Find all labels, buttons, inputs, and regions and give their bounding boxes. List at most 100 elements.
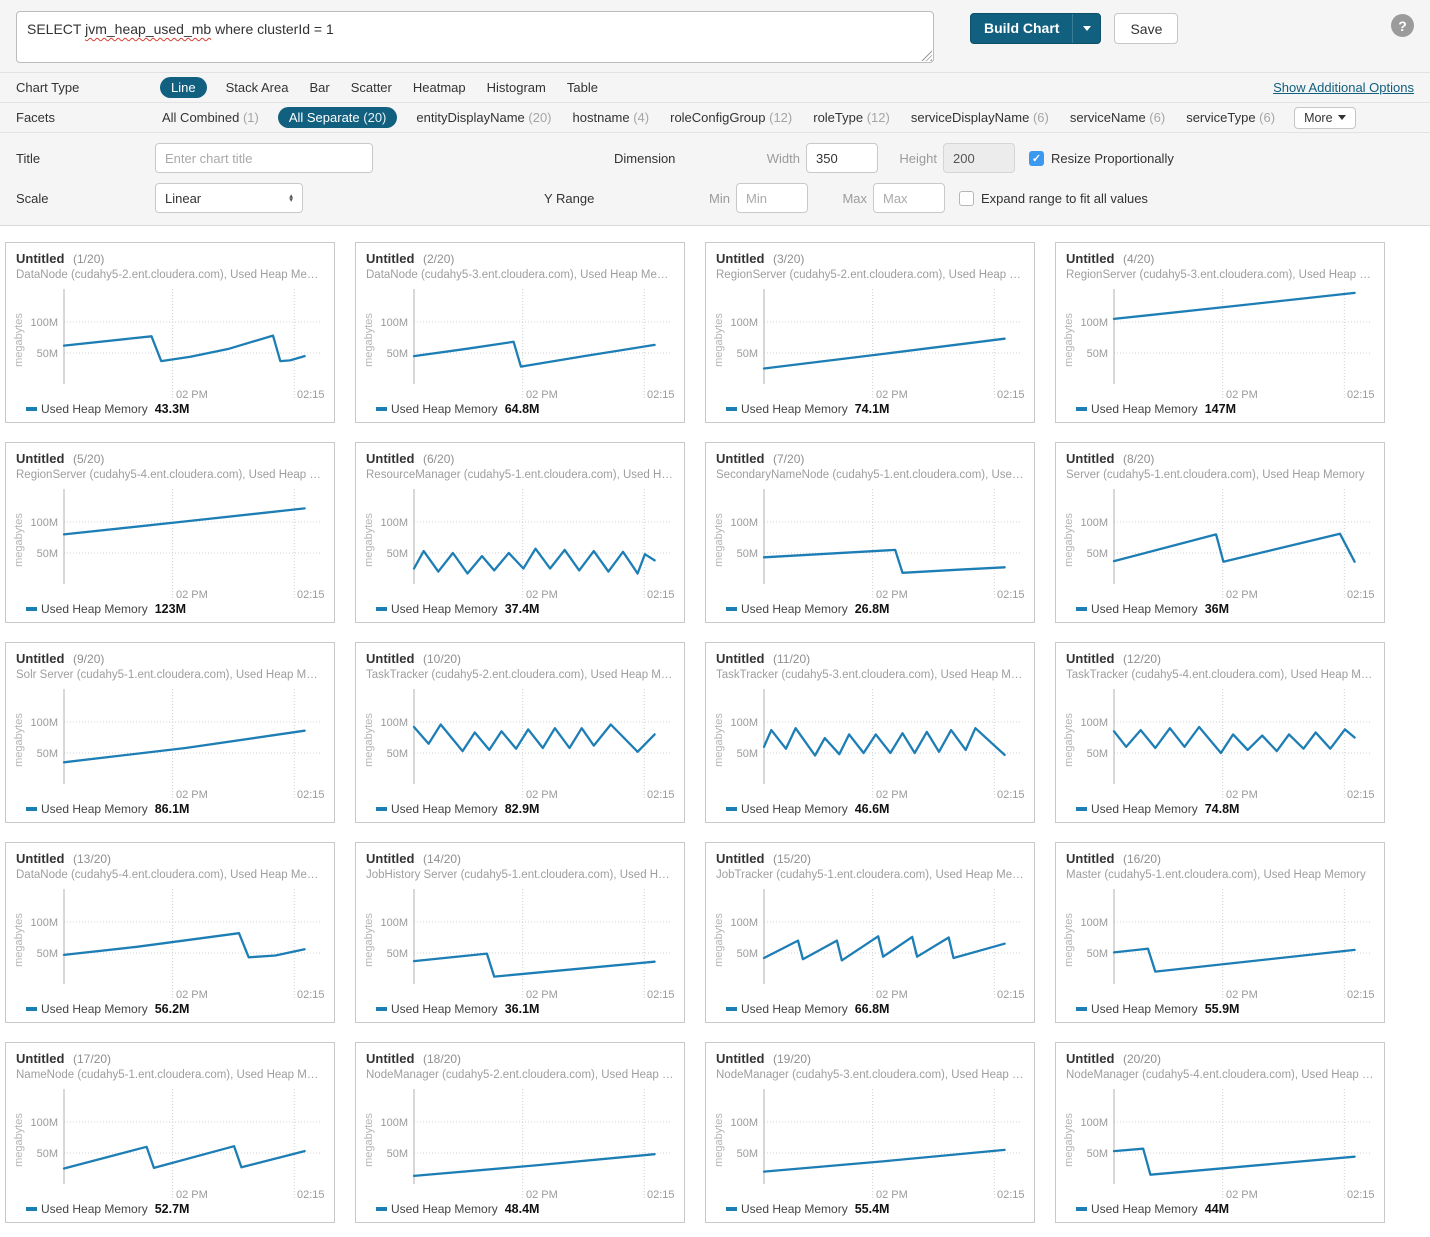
chart-legend: Used Heap Memory 74.8M xyxy=(1076,802,1239,816)
legend-label: Used Heap Memory xyxy=(391,802,498,816)
build-chart-label: Build Chart xyxy=(984,20,1060,36)
chart-legend: Used Heap Memory 44M xyxy=(1076,1202,1229,1216)
line-chart: megabytes 50M 100M 02 PM 02:15 xyxy=(363,289,675,401)
svg-text:02:15: 02:15 xyxy=(1347,389,1375,401)
chart-type-bar[interactable]: Bar xyxy=(309,80,330,95)
chart-type-options: Line Stack Area Bar Scatter Heatmap Histogram… xyxy=(160,77,600,98)
resize-grip-icon[interactable] xyxy=(921,50,932,61)
chart-card-header: Untitled (16/20) xyxy=(1066,851,1374,866)
help-icon[interactable]: ? xyxy=(1391,14,1414,37)
chart-builder-panel: SELECT jvm_heap_used_mb where clusterId … xyxy=(0,0,1430,226)
facet-servicedisplayname[interactable]: serviceDisplayName (6) xyxy=(910,110,1049,125)
legend-label: Used Heap Memory xyxy=(741,802,848,816)
facets-row: Facets All Combined (1) All Separate (20)… xyxy=(0,102,1430,132)
chart-title-input[interactable] xyxy=(155,143,373,173)
save-button[interactable]: Save xyxy=(1114,13,1179,44)
legend-value: 56.2M xyxy=(154,1002,190,1016)
chart-card-index: (19/20) xyxy=(773,1052,812,1066)
facet-all-separate[interactable]: All Separate (20) xyxy=(277,107,398,128)
chart-card-index: (9/20) xyxy=(73,652,105,666)
width-input[interactable] xyxy=(806,143,878,173)
query-row: SELECT jvm_heap_used_mb where clusterId … xyxy=(0,0,1430,72)
line-chart: megabytes 50M 100M 02 PM 02:15 xyxy=(1063,689,1375,801)
svg-text:02:15: 02:15 xyxy=(647,589,675,601)
legend-label: Used Heap Memory xyxy=(741,1002,848,1016)
svg-text:100M: 100M xyxy=(730,717,758,729)
query-input[interactable]: SELECT jvm_heap_used_mb where clusterId … xyxy=(16,11,934,63)
chart-card-title: Untitled xyxy=(366,251,415,266)
chart-card-header: Untitled (20/20) xyxy=(1066,1051,1374,1066)
facet-hostname[interactable]: hostname (4) xyxy=(572,110,650,125)
chart-type-stack-area[interactable]: Stack Area xyxy=(225,80,289,95)
chart-type-heatmap[interactable]: Heatmap xyxy=(412,80,466,95)
legend-swatch-icon xyxy=(726,1207,737,1211)
scale-select[interactable]: Linear ▴ ▾ xyxy=(155,183,303,213)
chart-legend: Used Heap Memory 55.4M xyxy=(726,1202,889,1216)
facet-servicetype[interactable]: serviceType (6) xyxy=(1186,110,1276,125)
chart-card-header: Untitled (6/20) xyxy=(366,451,674,466)
svg-text:50M: 50M xyxy=(37,948,58,960)
chart-type-line[interactable]: Line xyxy=(160,77,207,98)
svg-text:megabytes: megabytes xyxy=(713,513,725,567)
chart-card-index: (7/20) xyxy=(773,452,805,466)
chart-card: Untitled (11/20) TaskTracker (cudahy5-3.… xyxy=(705,642,1035,823)
chart-type-histogram[interactable]: Histogram xyxy=(486,80,546,95)
max-input[interactable] xyxy=(873,183,945,213)
facet-servicename[interactable]: serviceName (6) xyxy=(1069,110,1166,125)
legend-value: 48.4M xyxy=(504,1202,540,1216)
build-chart-button[interactable]: Build Chart xyxy=(970,13,1102,44)
facet-roletype[interactable]: roleType (12) xyxy=(813,110,890,125)
chart-card: Untitled (16/20) Master (cudahy5-1.ent.c… xyxy=(1055,842,1385,1023)
svg-text:02:15: 02:15 xyxy=(297,989,325,1001)
expand-range-checkbox[interactable] xyxy=(959,190,974,206)
height-label: Height xyxy=(899,150,937,166)
svg-text:02 PM: 02 PM xyxy=(1226,789,1258,801)
height-input[interactable] xyxy=(943,143,1015,173)
facet-roleconfiggroup[interactable]: roleConfigGroup (12) xyxy=(670,110,793,125)
svg-text:02:15: 02:15 xyxy=(297,789,325,801)
line-chart: megabytes 50M 100M 02 PM 02:15 xyxy=(13,889,325,1001)
chart-type-table[interactable]: Table xyxy=(566,80,598,95)
query-text-suffix: where clusterId = 1 xyxy=(211,21,334,37)
chart-card-header: Untitled (8/20) xyxy=(1066,451,1374,466)
chart-card-index: (3/20) xyxy=(773,252,805,266)
svg-text:50M: 50M xyxy=(387,1148,408,1160)
chart-card: Untitled (5/20) RegionServer (cudahy5-4.… xyxy=(5,442,335,623)
line-chart: megabytes 50M 100M 02 PM 02:15 xyxy=(363,889,675,1001)
chart-legend: Used Heap Memory 52.7M xyxy=(26,1202,189,1216)
chart-legend: Used Heap Memory 55.9M xyxy=(1076,1002,1239,1016)
legend-label: Used Heap Memory xyxy=(1091,1002,1198,1016)
legend-swatch-icon xyxy=(1076,607,1087,611)
line-chart: megabytes 50M 100M 02 PM 02:15 xyxy=(13,489,325,601)
svg-text:50M: 50M xyxy=(1087,748,1108,760)
chart-card-subtitle: NodeManager (cudahy5-4.ent.cloudera.com)… xyxy=(1066,1069,1374,1081)
svg-text:02:15: 02:15 xyxy=(1347,589,1375,601)
show-additional-options-link[interactable]: Show Additional Options xyxy=(1273,80,1414,95)
svg-text:02 PM: 02 PM xyxy=(526,989,558,1001)
svg-text:100M: 100M xyxy=(730,517,758,529)
svg-text:50M: 50M xyxy=(387,748,408,760)
line-chart: megabytes 50M 100M 02 PM 02:15 xyxy=(363,1089,675,1201)
legend-swatch-icon xyxy=(26,807,37,811)
chart-card-index: (8/20) xyxy=(1123,452,1155,466)
svg-text:megabytes: megabytes xyxy=(713,713,725,767)
svg-text:02 PM: 02 PM xyxy=(1226,1189,1258,1201)
facet-entitydisplayname[interactable]: entityDisplayName (20) xyxy=(416,110,552,125)
legend-value: 44M xyxy=(1204,1202,1230,1216)
svg-text:100M: 100M xyxy=(1080,917,1108,929)
svg-text:100M: 100M xyxy=(730,917,758,929)
title-label: Title xyxy=(16,150,41,166)
legend-swatch-icon xyxy=(1076,1007,1087,1011)
legend-label: Used Heap Memory xyxy=(741,1202,848,1216)
resize-proportionally-checkbox[interactable]: ✓ xyxy=(1029,150,1044,166)
facets-more-button[interactable]: More xyxy=(1294,106,1356,129)
chart-card-title: Untitled xyxy=(366,651,415,666)
resize-proportionally-label: Resize Proportionally xyxy=(1051,150,1174,166)
svg-text:02 PM: 02 PM xyxy=(176,589,208,601)
min-input[interactable] xyxy=(736,183,808,213)
facet-all-combined[interactable]: All Combined (1) xyxy=(162,110,259,125)
chart-card-header: Untitled (10/20) xyxy=(366,651,674,666)
legend-swatch-icon xyxy=(26,607,37,611)
build-chart-dropdown[interactable] xyxy=(1073,14,1100,43)
chart-type-scatter[interactable]: Scatter xyxy=(350,80,392,95)
